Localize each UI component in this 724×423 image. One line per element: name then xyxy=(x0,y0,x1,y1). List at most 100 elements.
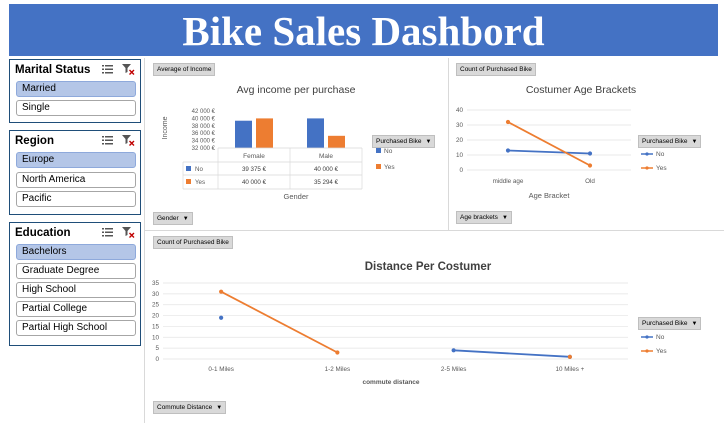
multi-select-icon[interactable] xyxy=(102,64,115,75)
axis-field-button-gender[interactable]: Gender ▼ xyxy=(153,212,193,225)
data-point-no xyxy=(587,151,593,156)
legend-label-yes: Yes xyxy=(656,348,667,355)
x-axis-label: Gender xyxy=(283,192,309,201)
x-axis-label: commute distance xyxy=(362,379,419,386)
panel-border xyxy=(448,58,449,230)
field-button-count-purchased-bike[interactable]: Count of Purchased Bike xyxy=(153,236,233,249)
slicer-item-single[interactable]: Single xyxy=(16,100,136,116)
field-button-count-purchased-bike[interactable]: Count of Purchased Bike xyxy=(456,63,536,76)
data-point-yes xyxy=(505,119,511,125)
legend-label-no: No xyxy=(384,148,393,155)
slicer-item-partial-college[interactable]: Partial College xyxy=(16,301,136,317)
y-tick-label: 40 000 € xyxy=(192,116,216,122)
x-tick-label: 2-5 Miles xyxy=(441,366,467,373)
slicer-item-pacific[interactable]: Pacific xyxy=(16,191,136,207)
legend-field-button-purchased-bike[interactable]: Purchased Bike ▼ xyxy=(638,135,702,148)
slicer-item-high-school[interactable]: High School xyxy=(16,282,136,298)
y-tick-label: 35 xyxy=(152,280,160,287)
chart-avg-income: Avg income per purchase Income Gender 32… xyxy=(162,84,395,201)
x-tick-label: middle age xyxy=(493,178,524,185)
y-tick-label: 25 xyxy=(152,302,160,309)
y-tick-label: 5 xyxy=(155,345,159,352)
y-tick-label: 42 000 € xyxy=(192,109,216,115)
field-button-label: Purchased Bike xyxy=(642,138,688,145)
dropdown-arrow-icon: ▼ xyxy=(425,139,432,145)
slicer-item-partial-high-school[interactable]: Partial High School xyxy=(16,320,136,336)
axis-field-button-commute-distance[interactable]: Commute Distance ▼ xyxy=(153,401,227,414)
slicer-item-bachelors[interactable]: Bachelors xyxy=(16,244,136,260)
field-button-label: Count of Purchased Bike xyxy=(460,66,532,73)
legend-label-yes: Yes xyxy=(384,164,395,171)
slicer-item-married[interactable]: Married xyxy=(16,81,136,97)
table-legend-key xyxy=(186,166,191,171)
multi-select-icon[interactable] xyxy=(102,227,115,238)
table-series-label: Yes xyxy=(195,179,205,186)
chart-title: Costumer Age Brackets xyxy=(526,84,636,96)
y-tick-label: 36 000 € xyxy=(192,131,216,137)
panel-border xyxy=(144,58,145,423)
series-line-no xyxy=(453,349,570,358)
bar-yes-male xyxy=(328,135,345,148)
x-tick-label: Old xyxy=(585,178,595,185)
legend-field-button-purchased-bike[interactable]: Purchased Bike ▼ xyxy=(372,135,436,148)
slicer-title: Education xyxy=(15,227,71,239)
slicer-title: Region xyxy=(15,135,54,147)
data-point-yes xyxy=(219,289,224,294)
y-tick-label: 20 xyxy=(152,313,160,320)
y-tick-label: 38 000 € xyxy=(192,124,216,130)
axis-field-button-age-brackets[interactable]: Age brackets ▼ xyxy=(456,211,512,224)
slicer-item-europe[interactable]: Europe xyxy=(16,152,136,168)
x-tick-label: Female xyxy=(243,153,265,160)
dropdown-arrow-icon: ▼ xyxy=(691,321,698,327)
y-tick-label: 32 000 € xyxy=(192,146,216,152)
data-label: 39 375 € xyxy=(242,166,267,173)
series-line-no xyxy=(507,149,591,155)
y-tick-label: 15 xyxy=(152,323,160,330)
dashboard-title-bar: Bike Sales Dashbord xyxy=(9,4,718,56)
y-tick-label: 10 xyxy=(152,334,160,341)
legend-field-button-purchased-bike[interactable]: Purchased Bike ▼ xyxy=(638,317,702,330)
clear-filter-icon[interactable] xyxy=(122,227,135,238)
table-legend-key xyxy=(186,179,191,184)
dropdown-arrow-icon: ▼ xyxy=(216,405,223,411)
dropdown-arrow-icon: ▼ xyxy=(691,139,698,145)
table-series-label: No xyxy=(195,166,203,173)
x-tick-label: 1-2 Miles xyxy=(325,366,351,373)
chart-title: Distance Per Costumer xyxy=(365,261,492,273)
data-label: 40 000 € xyxy=(242,179,267,186)
y-tick-label: 20 xyxy=(456,137,464,144)
clear-filter-icon[interactable] xyxy=(122,64,135,75)
slicer-item-graduate-degree[interactable]: Graduate Degree xyxy=(16,263,136,279)
panel-border xyxy=(144,230,724,231)
y-tick-label: 40 xyxy=(456,107,464,114)
data-point-yes xyxy=(335,350,340,355)
slicer-item-north-america[interactable]: North America xyxy=(16,172,136,188)
clear-filter-icon[interactable] xyxy=(122,135,135,146)
chart-age-brackets: Costumer Age Brackets Age Bracket 0 10 20 3… xyxy=(456,84,667,200)
bar-no-male xyxy=(307,118,324,148)
chart-distance: Distance Per Costumer commute distance 0… xyxy=(152,261,667,386)
legend-marker-no xyxy=(645,152,649,156)
field-button-average-income[interactable]: Average of Income xyxy=(153,63,216,76)
y-tick-label: 0 xyxy=(459,167,463,174)
dropdown-arrow-icon: ▼ xyxy=(182,216,189,222)
legend-key-yes xyxy=(376,164,381,169)
series-line-yes xyxy=(220,290,338,354)
legend-label-no: No xyxy=(656,151,665,158)
legend-marker-yes xyxy=(645,349,649,353)
legend-label-no: No xyxy=(656,334,665,341)
bar-no-female xyxy=(235,120,252,148)
data-label: 35 294 € xyxy=(314,179,339,186)
y-tick-label: 30 xyxy=(456,122,464,129)
field-button-label: Age brackets xyxy=(460,214,498,221)
y-axis-label: Income xyxy=(162,116,169,139)
bar-yes-female xyxy=(256,118,273,148)
multi-select-icon[interactable] xyxy=(102,135,115,146)
data-label: 40 000 € xyxy=(314,166,339,173)
field-button-label: Purchased Bike xyxy=(376,138,422,145)
dashboard-title: Bike Sales Dashbord xyxy=(182,8,545,54)
x-tick-label: Male xyxy=(319,153,333,160)
data-point-yes xyxy=(567,354,572,359)
dropdown-arrow-icon: ▼ xyxy=(501,215,508,221)
legend-marker-yes xyxy=(645,166,649,170)
